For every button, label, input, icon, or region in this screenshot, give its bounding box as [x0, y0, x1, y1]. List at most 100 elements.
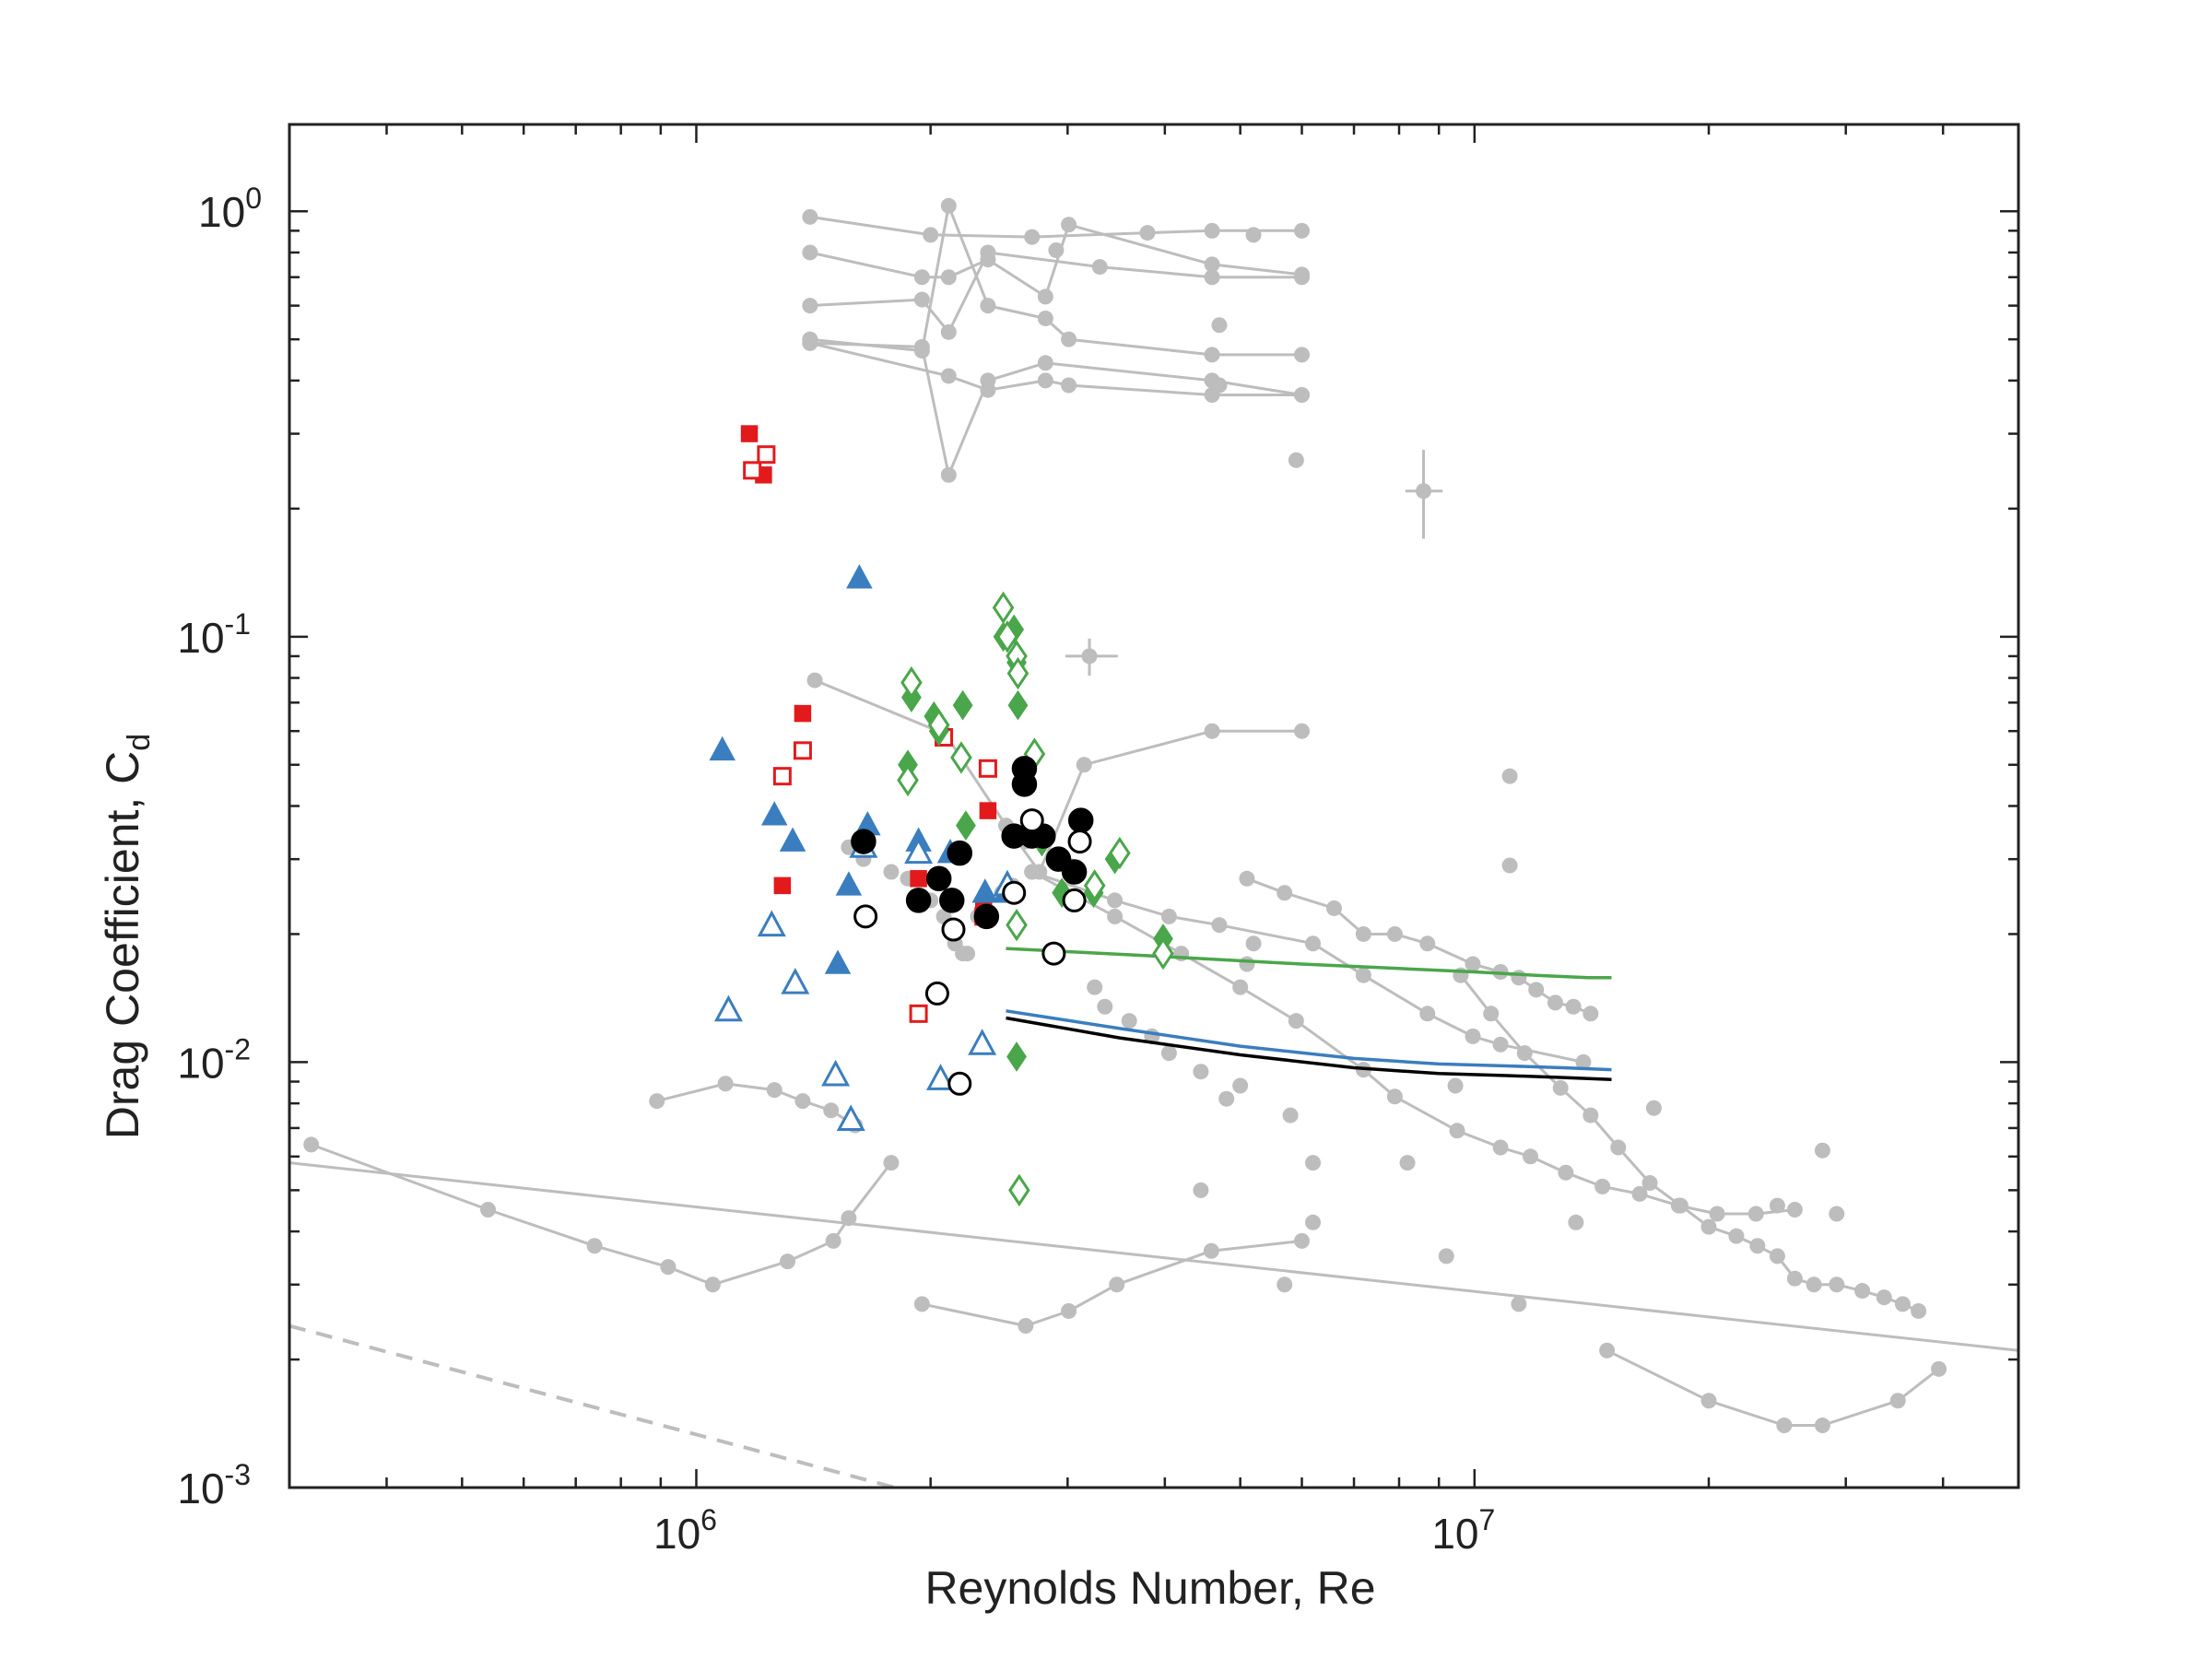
- gray-line-14-point: [1107, 908, 1124, 924]
- gray-line-1-point: [586, 1238, 603, 1254]
- gray-line-13-point: [1511, 970, 1527, 986]
- gray-errorbar-point: [1416, 483, 1432, 500]
- gray-line-10-point: [940, 368, 957, 384]
- y-tick-label: 10-1: [177, 607, 251, 662]
- gray-line-13-point: [1465, 956, 1481, 972]
- green-open-diamond-point: [996, 620, 1018, 653]
- gray-line-14-point: [1492, 1139, 1509, 1156]
- blue-filled-triangle-point: [709, 735, 735, 761]
- gray-line-9-point: [1037, 355, 1053, 371]
- blue-filled-triangle-point: [835, 871, 863, 896]
- gray-line-7-point: [980, 244, 996, 261]
- data-layer: [289, 197, 2018, 1488]
- gray-line-15-point: [1641, 1174, 1658, 1191]
- gray-line-3-point: [1294, 1232, 1311, 1249]
- gray-line-7-point: [940, 324, 957, 340]
- black-filled-circle-point: [1067, 807, 1094, 833]
- gray-line-6-point: [1037, 288, 1053, 305]
- green-open-diamond-point: [897, 763, 919, 797]
- black-filled-circle-point: [905, 888, 932, 913]
- gray-point: [1211, 317, 1228, 334]
- green-open-diamond-point: [950, 741, 972, 774]
- gray-line-3-point: [1061, 1302, 1077, 1319]
- gray-line-13-point: [1528, 982, 1545, 998]
- gray-point: [1097, 998, 1113, 1015]
- gray-line-0: [289, 1161, 2018, 1352]
- gray-line-15-point: [1894, 1296, 1911, 1312]
- gray-line-7-point: [913, 291, 930, 308]
- gray-line-4-point: [1889, 1393, 1906, 1409]
- gray-line-15-point: [1806, 1277, 1822, 1293]
- gray-line-2-point: [717, 1076, 734, 1092]
- blue-open-triangle-point: [904, 837, 934, 865]
- gray-line-14-point: [1709, 1206, 1725, 1222]
- plot-area: [289, 197, 2018, 1488]
- gray-line-12-point: [1355, 967, 1371, 983]
- gray-line-12-point: [1492, 1036, 1509, 1053]
- blue-open-triangle-point: [968, 1029, 997, 1055]
- red-open-square-point: [978, 759, 997, 778]
- gray-line-6-point: [802, 244, 818, 261]
- gray-line-5-point: [1024, 229, 1041, 245]
- gray-line-11-point: [1204, 723, 1220, 739]
- gray-line-7-point: [1294, 269, 1311, 286]
- gray-point: [1245, 935, 1262, 952]
- gray-line-5: [809, 215, 1302, 239]
- gray-line-4-point: [1700, 1393, 1717, 1409]
- red-open-square-point: [793, 741, 812, 760]
- gray-line-5-point: [923, 227, 939, 243]
- gray-line-5-point: [1294, 222, 1311, 239]
- red-open-square-point: [743, 461, 762, 480]
- gray-line-15-point: [1876, 1289, 1892, 1306]
- gray-line-12-point: [1465, 1028, 1481, 1044]
- gray-line-15-point: [1786, 1270, 1803, 1287]
- gray-line-6-point: [940, 269, 957, 286]
- black-filled-circle-point: [851, 829, 877, 854]
- red-filled-square-point: [773, 877, 792, 895]
- green-open-diamond-point: [927, 708, 950, 742]
- x-tick-label-base: 10: [1431, 1510, 1478, 1558]
- green-model-curve: [1006, 947, 1612, 980]
- blue-filled-triangle-point: [824, 949, 852, 974]
- gray-point: [1048, 241, 1065, 258]
- gray-line-1-point: [704, 1277, 721, 1293]
- gray-line-14-point: [1558, 1164, 1574, 1181]
- gray-line-10-point: [1294, 387, 1311, 404]
- blue-open-triangle-point: [757, 910, 786, 937]
- gray-point: [1769, 1197, 1785, 1214]
- black-open-circle-point: [1067, 830, 1092, 854]
- gray-line-3: [922, 1239, 1302, 1327]
- green-open-diamond-point: [1083, 869, 1106, 902]
- green-open-diamond-point: [900, 665, 923, 700]
- gray-line-5-point: [802, 208, 818, 225]
- gray-line-4-point: [1814, 1418, 1830, 1434]
- red-filled-square-point: [979, 802, 997, 819]
- gray-line-15-point: [1749, 1238, 1766, 1254]
- gray-line-1-point: [841, 1210, 857, 1227]
- black-open-circle-point: [1019, 808, 1044, 833]
- green-filled-diamond-point: [952, 689, 973, 721]
- x-axis-label: Reynolds Number, Re: [924, 1562, 1375, 1614]
- gray-errorbar-point: [1081, 648, 1098, 665]
- black-open-circle-point: [1002, 880, 1027, 905]
- blue-open-triangle-point: [713, 994, 743, 1022]
- gray-point: [1282, 1107, 1299, 1124]
- y-tick-label: 10-3: [177, 1458, 251, 1512]
- gray-point: [1645, 1100, 1662, 1116]
- black-filled-circle-point: [973, 903, 1000, 930]
- gray-line-14-point: [1523, 1148, 1539, 1165]
- gray-line-10-point: [980, 382, 996, 398]
- gray-line-5-point: [1139, 225, 1156, 241]
- gray-point: [1193, 1182, 1209, 1198]
- gray-point: [1447, 1077, 1464, 1094]
- gray-line-7-point: [802, 298, 818, 314]
- y-axis-label-main: Drag Coefficient, C: [97, 751, 148, 1139]
- black-filled-circle-point: [1061, 859, 1088, 885]
- gray-line-14-point: [1594, 1178, 1611, 1194]
- gray-line-15-point: [1516, 1045, 1533, 1062]
- gray-point: [1245, 227, 1262, 243]
- x-tick-label-base: 10: [653, 1510, 700, 1558]
- gray-line-14-point: [1288, 1013, 1304, 1030]
- y-axis-label-subscript: d: [122, 734, 157, 751]
